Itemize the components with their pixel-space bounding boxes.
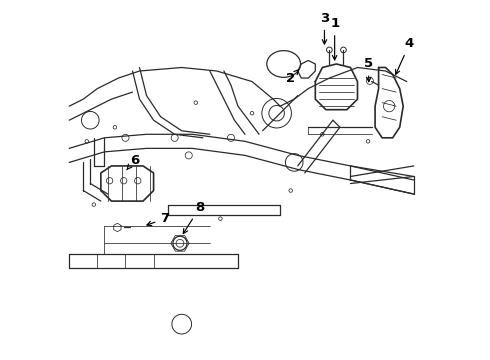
Text: 5: 5 — [364, 58, 373, 82]
Text: 1: 1 — [330, 17, 339, 60]
Text: 8: 8 — [183, 201, 205, 234]
Text: 6: 6 — [127, 154, 139, 170]
Text: 4: 4 — [395, 37, 414, 74]
Text: 7: 7 — [147, 212, 170, 226]
Text: 2: 2 — [286, 70, 298, 85]
Text: 3: 3 — [320, 12, 329, 44]
